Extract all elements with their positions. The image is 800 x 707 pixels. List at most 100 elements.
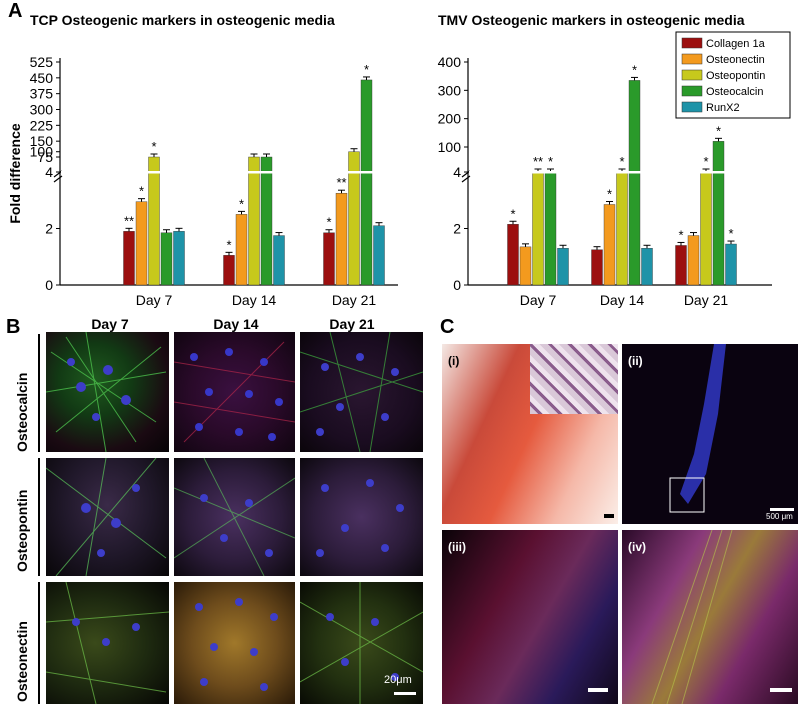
significance-marker: * (364, 62, 369, 77)
scale-bar (770, 688, 792, 692)
x-tick-label: Day 7 (136, 292, 173, 308)
fluorescence-image-ii: (ii) 500 μm (622, 344, 798, 524)
column-label-day21: Day 21 (329, 316, 375, 332)
bar (628, 80, 641, 286)
bar (725, 243, 737, 286)
bar (123, 231, 135, 286)
y-axis-title: Fold difference (7, 123, 23, 224)
row-bracket (38, 334, 40, 452)
scale-label-20um: 20μm (384, 674, 412, 686)
scale-bar (770, 508, 794, 511)
y-tick-label: 400 (438, 54, 462, 70)
micrograph-osteonectin-day7 (46, 582, 169, 704)
y-tick-label: 100 (438, 139, 462, 155)
legend-swatch (681, 37, 703, 49)
panel-label-c: C (440, 316, 455, 338)
y-tick-label: 0 (45, 277, 53, 293)
scale-bar (604, 514, 614, 518)
column-label-day14: Day 14 (213, 316, 259, 332)
y-tick-label: 0 (453, 277, 461, 293)
y-tick-label: 75 (37, 149, 53, 165)
legend-swatch (681, 69, 703, 81)
y-tick-label: 300 (30, 102, 54, 118)
legend-swatch (681, 101, 703, 113)
micrograph-osteocalcin-day7 (46, 332, 169, 452)
micrograph-osteopontin-day7 (46, 458, 169, 576)
row-label-osteopontin: Osteopontin (14, 489, 30, 572)
row-bracket (38, 458, 40, 576)
row-label-osteocalcin: Osteocalcin (14, 372, 30, 452)
axis-break-mark (461, 170, 471, 183)
y-tick-label: 2 (453, 221, 461, 237)
micrograph-osteopontin-day14 (174, 458, 295, 576)
bar (675, 245, 687, 286)
bar (616, 171, 628, 286)
y-tick-label: 375 (30, 86, 54, 102)
significance-marker: * (151, 139, 156, 154)
scale-label-500um: 500 μm (766, 512, 793, 521)
legend-label: Osteocalcin (706, 86, 763, 98)
subpanel-label-i: (i) (448, 354, 460, 368)
bar (687, 235, 700, 286)
bar (557, 248, 569, 286)
significance-marker: * (632, 62, 637, 77)
subpanel-label-ii: (ii) (628, 354, 643, 368)
legend-label: Osteonectin (706, 54, 765, 66)
panel-label-b: B (6, 316, 21, 338)
axis-break-band (61, 171, 399, 174)
bar (507, 224, 519, 286)
significance-marker: ** (124, 213, 134, 228)
chart-title-tmv: TMV Osteogenic markers in osteogenic med… (438, 12, 745, 28)
y-tick-label: 100 (30, 144, 54, 160)
column-label-day7: Day 7 (91, 316, 129, 332)
y-tick-label: 300 (438, 82, 462, 98)
bar (544, 171, 557, 286)
y-tick-label: 4 (45, 164, 53, 180)
micrograph-osteopontin-day21 (300, 458, 423, 576)
significance-marker: ** (336, 175, 346, 190)
bar (641, 248, 653, 286)
legend-swatch (681, 53, 703, 65)
significance-marker: * (728, 226, 733, 241)
row-label-osteonectin: Osteonectin (14, 621, 30, 702)
bar (248, 156, 260, 286)
bar (532, 171, 544, 286)
bar (135, 201, 148, 286)
significance-marker: * (548, 154, 553, 169)
bar (712, 141, 725, 286)
significance-marker: * (326, 215, 331, 230)
bar (591, 249, 603, 286)
y-tick-label: 450 (30, 70, 54, 86)
bar (235, 214, 248, 286)
legend-label: Osteopontin (706, 70, 765, 82)
panel-label-a: A (8, 0, 23, 22)
chart-title-tcp: TCP Osteogenic markers in osteogenic med… (30, 12, 335, 28)
significance-marker: ** (533, 154, 543, 169)
x-tick-label: Day 21 (332, 292, 377, 308)
bar (323, 232, 335, 286)
bar (273, 235, 285, 286)
y-tick-label: 525 (30, 54, 54, 70)
bar (173, 231, 185, 286)
axis-break-band (469, 171, 773, 174)
row-bracket (38, 582, 40, 704)
histology-inset (530, 344, 618, 414)
fluorescence-image-iii: (iii) (442, 530, 618, 704)
significance-marker: * (510, 206, 515, 221)
bar (360, 79, 373, 286)
micrograph-osteonectin-day21: 20μm (300, 582, 423, 704)
micrograph-osteocalcin-day21 (300, 332, 423, 452)
significance-marker: * (239, 196, 244, 211)
bar (519, 246, 532, 286)
micrograph-osteocalcin-day14 (174, 332, 295, 452)
micrograph-osteonectin-day14 (174, 582, 295, 704)
legend-swatch (681, 85, 703, 97)
y-tick-label: 225 (30, 117, 54, 133)
y-tick-label: 2 (45, 221, 53, 237)
bar (160, 232, 173, 286)
scale-bar (588, 688, 608, 692)
subpanel-label-iii: (iii) (448, 540, 466, 554)
